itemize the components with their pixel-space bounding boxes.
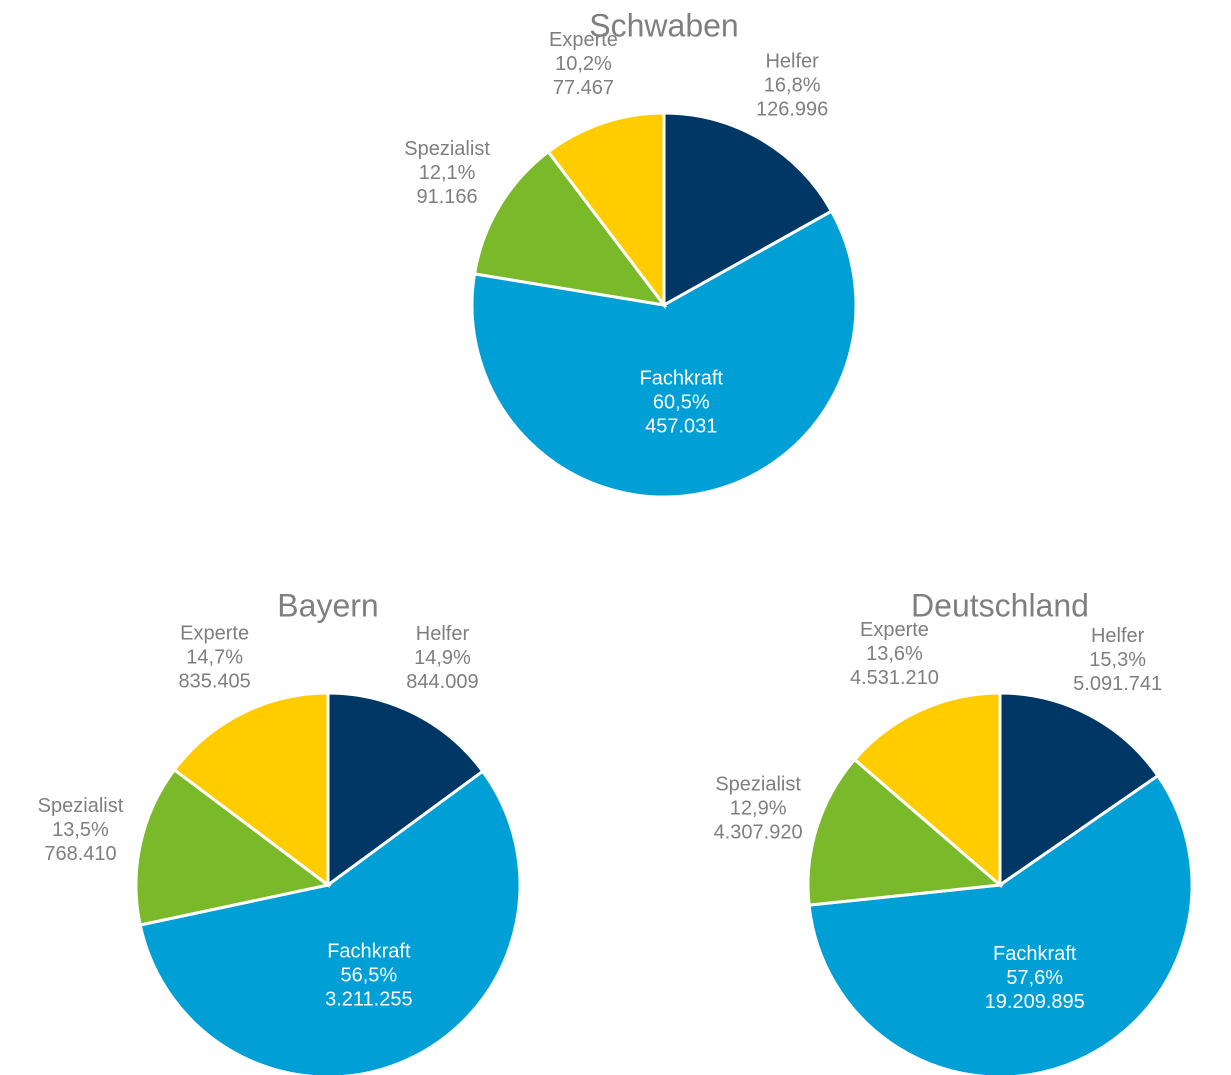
chart-title: Deutschland: [911, 587, 1089, 623]
value-label: 77.467: [553, 77, 614, 99]
slice-label: Fachkraft: [640, 368, 724, 390]
slice-label: Fachkraft: [327, 940, 411, 962]
value-label: 768.410: [44, 843, 116, 865]
slice-label: Helfer: [1091, 625, 1145, 647]
percentage-label: 13,6%: [866, 643, 923, 665]
slice-label: Experte: [180, 623, 249, 645]
pie-slice: [852, 691, 1002, 889]
percentage-label: 57,6%: [1006, 967, 1063, 989]
value-label: 844.009: [406, 671, 478, 693]
pie-slice: [546, 111, 666, 310]
value-label: 4.531.210: [850, 667, 939, 689]
pie-slice: [470, 209, 858, 499]
pie-slice: [134, 767, 332, 927]
slice-label: Spezialist: [404, 138, 490, 160]
percentage-label: 14,7%: [186, 647, 243, 669]
slice-label: Helfer: [416, 623, 470, 645]
pie-slice: [326, 691, 485, 888]
percentage-label: 13,5%: [52, 819, 109, 841]
slice-label: Spezialist: [38, 795, 124, 817]
percentage-label: 14,9%: [414, 647, 471, 669]
pie-slice: [472, 149, 668, 308]
chart-title: Bayern: [277, 587, 378, 623]
value-label: 5.091.741: [1073, 673, 1162, 695]
slice-label: Experte: [860, 619, 929, 641]
percentage-label: 12,9%: [730, 798, 787, 820]
value-label: 91.166: [417, 186, 478, 208]
percentage-label: 15,3%: [1089, 649, 1146, 671]
percentage-label: 60,5%: [653, 392, 710, 414]
pie-slice: [807, 773, 1194, 1075]
value-label: 126.996: [756, 99, 828, 121]
value-label: 835.405: [178, 671, 250, 693]
value-label: 4.307.920: [714, 822, 803, 844]
pie-slice: [662, 111, 834, 308]
slice-label: Fachkraft: [993, 943, 1077, 965]
percentage-label: 10,2%: [555, 53, 612, 75]
pie-slice: [172, 691, 330, 888]
pie-slice: [806, 757, 1004, 907]
slice-label: Experte: [549, 29, 618, 51]
pie-slice: [138, 769, 522, 1075]
value-label: 3.211.255: [325, 988, 413, 1010]
value-label: 457.031: [645, 416, 717, 438]
slice-label: Spezialist: [715, 774, 801, 796]
percentage-label: 12,1%: [419, 162, 476, 184]
chart-title: Schwaben: [589, 7, 738, 43]
pie-slice: [998, 691, 1160, 888]
value-label: 19.209.895: [985, 991, 1085, 1013]
slice-label: Helfer: [765, 51, 819, 73]
percentage-label: 56,5%: [341, 964, 398, 986]
percentage-label: 16,8%: [764, 75, 821, 97]
